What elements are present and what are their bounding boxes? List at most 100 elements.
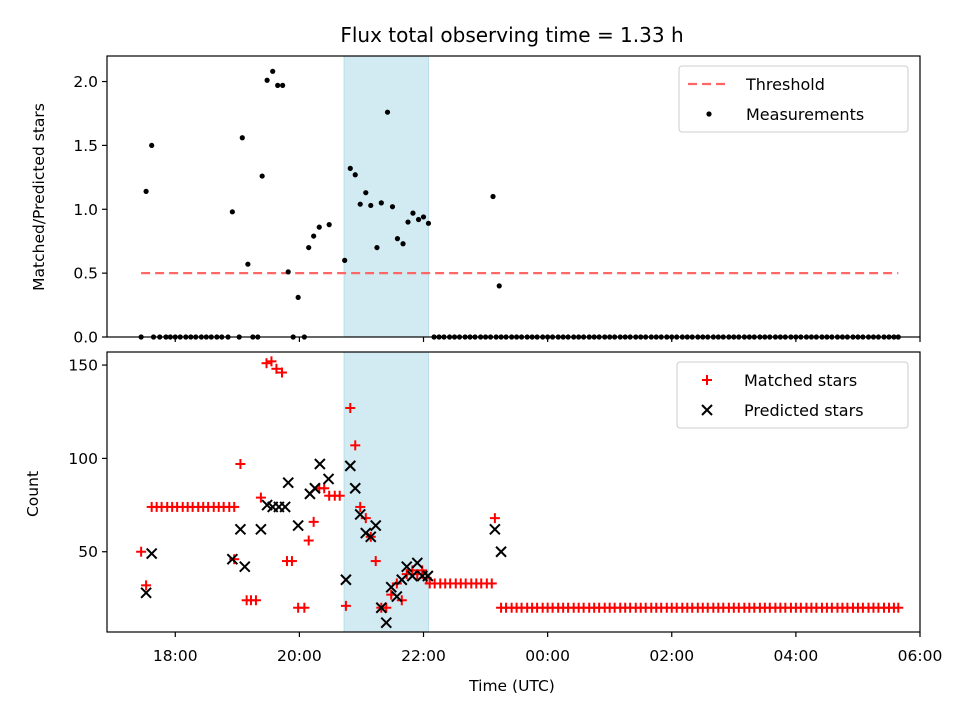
matched-star-point-18 <box>229 501 240 512</box>
matched-star-point-42 <box>350 440 361 451</box>
legend-matched-swatch <box>702 375 712 385</box>
legend-1: Matched stars Predicted stars <box>676 361 909 429</box>
predicted-star-point-30 <box>411 557 424 569</box>
legend-0: Threshold Measurements <box>678 65 909 133</box>
predicted-star-point-4 <box>239 560 251 573</box>
top-y-axis-label: Matched/Predicted stars <box>30 103 48 291</box>
measurement-point-38 <box>347 165 353 171</box>
measurement-point-40 <box>357 201 363 207</box>
matched-star-point-26 <box>266 356 277 367</box>
y-tick-label-0-0: 0.0 <box>73 329 98 347</box>
legend-label-0-1: Measurements <box>746 105 864 124</box>
x-tick-label-6: 06:00 <box>898 647 943 665</box>
measurement-point-51 <box>415 216 422 223</box>
predicted-star-point-9 <box>279 501 291 513</box>
y-tick-label-1-2: 150 <box>68 357 98 375</box>
y-tick-label-0-3: 1.5 <box>73 137 98 155</box>
measurement-point-31 <box>295 294 301 301</box>
measurement-point-25 <box>264 77 270 83</box>
predicted-star-point-17 <box>344 460 356 472</box>
predicted-star-point-3 <box>234 523 247 536</box>
measurement-point-26 <box>270 68 276 74</box>
matched-star-point-44 <box>360 513 371 524</box>
chart-title: Flux total observing time = 1.33 h <box>340 23 683 47</box>
matched-star-point-19 <box>229 554 240 565</box>
measurement-point-39 <box>352 172 358 178</box>
x-tick-label-4: 02:00 <box>649 647 694 665</box>
matched-star-point-148 <box>893 602 904 613</box>
measurement-point-29 <box>285 269 291 275</box>
y-tick-label-1-1: 100 <box>68 450 98 468</box>
matched-star-point-46 <box>370 556 381 567</box>
measurement-point-46 <box>389 204 396 210</box>
measurement-point-44 <box>378 200 384 206</box>
matched-star-point-48 <box>381 602 392 613</box>
measurement-point-33 <box>306 244 312 251</box>
y-tick-label-0-1: 0.5 <box>73 265 98 283</box>
predicted-star-point-1 <box>145 547 158 560</box>
predicted-star-point-24 <box>380 616 392 629</box>
predicted-star-point-11 <box>292 519 304 532</box>
matched-star-point-40 <box>340 600 351 611</box>
predicted-star-point-28 <box>401 560 413 573</box>
y-tick-label-0-4: 2.0 <box>73 73 98 91</box>
predicted-star-point-34 <box>495 546 507 558</box>
bottom-y-axis-label: Count <box>24 471 42 517</box>
matched-star-point-39 <box>334 490 345 501</box>
matched-star-point-34 <box>308 516 319 527</box>
matched-star-point-36 <box>319 483 330 494</box>
measurement-point-45 <box>384 109 391 115</box>
predicted-star-point-21 <box>365 531 377 543</box>
shaded-span-0 <box>343 55 429 338</box>
measurement-point-47 <box>394 236 401 242</box>
legend-label-0-0: Threshold <box>745 75 825 94</box>
x-tick-label-2: 22:00 <box>401 647 446 665</box>
matched-star-point-24 <box>255 492 266 503</box>
measurement-point-20 <box>239 135 245 141</box>
legend-box-0 <box>678 65 909 133</box>
measurement-point-35 <box>316 224 322 230</box>
measurement-point-34 <box>311 233 317 239</box>
measurement-point-27 <box>275 82 281 88</box>
predicted-star-point-18 <box>349 482 361 494</box>
measurement-point-24 <box>259 173 265 179</box>
predicted-star-point-23 <box>375 602 388 614</box>
x-tick-label-1: 20:00 <box>277 647 322 665</box>
measurement-point-41 <box>363 190 369 196</box>
predicted-star-point-2 <box>226 553 239 565</box>
matched-star-point-0 <box>136 546 147 557</box>
legend-measurement-swatch <box>706 111 712 117</box>
measurement-point-75 <box>490 193 496 200</box>
predicted-star-point-10 <box>282 476 294 489</box>
measurement-point-18 <box>229 209 235 215</box>
measurement-point-28 <box>280 82 286 88</box>
shaded-span-1 <box>343 351 429 633</box>
y-tick-label-1-0: 50 <box>78 543 98 561</box>
measurement-point-53 <box>425 220 432 226</box>
matched-star-point-32 <box>299 602 310 613</box>
measurement-point-50 <box>410 210 416 216</box>
measurement-point-42 <box>368 202 374 209</box>
predicted-star-point-29 <box>406 570 419 582</box>
x-tick-label-0: 18:00 <box>153 647 198 665</box>
matched-star-point-43 <box>355 501 366 512</box>
legend-label-1-0: Matched stars <box>744 371 857 390</box>
matched-star-point-27 <box>271 363 282 374</box>
matched-star-point-20 <box>235 459 246 469</box>
axes-frame-0 <box>106 55 921 338</box>
measurement-point-48 <box>400 241 406 247</box>
x-axis-label: Time (UTC) <box>468 677 555 695</box>
matched-star-point-28 <box>277 367 288 378</box>
measurement-point-49 <box>405 219 411 225</box>
matched-star-point-70 <box>489 513 500 524</box>
measurement-point-37 <box>342 257 348 263</box>
measurement-point-76 <box>496 283 502 289</box>
matched-star-point-69 <box>486 578 497 589</box>
predicted-star-point-25 <box>385 581 397 593</box>
x-tick-label-5: 04:00 <box>774 647 819 665</box>
measurement-point-21 <box>245 261 251 267</box>
axes-frame-1 <box>106 351 921 633</box>
measurement-point-36 <box>326 222 332 228</box>
matched-star-point-1 <box>141 580 152 591</box>
